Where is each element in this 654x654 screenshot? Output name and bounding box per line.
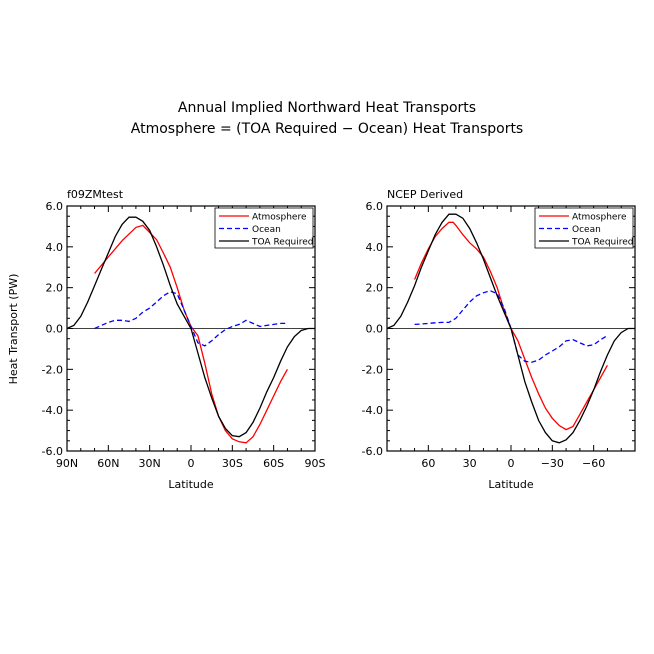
- x-axis-label: Latitude: [168, 478, 214, 491]
- x-tick-label: 30N: [139, 457, 161, 470]
- legend-label: Ocean: [252, 225, 281, 235]
- x-tick-label: 90N: [56, 457, 78, 470]
- legend: Atmosphere Ocean TOA Required: [214, 207, 314, 249]
- legend: Atmosphere Ocean TOA Required: [534, 207, 634, 249]
- y-tick-label: 2.0: [46, 282, 64, 295]
- y-tick-label: -6.0: [42, 445, 63, 458]
- figure-title-line2: Atmosphere = (TOA Required − Ocean) Heat…: [131, 121, 523, 137]
- x-tick-label: 60S: [263, 457, 284, 470]
- panel-label: f09ZMtest: [67, 188, 124, 201]
- y-tick-label: 6.0: [46, 200, 64, 213]
- x-tick-label: 60N: [97, 457, 119, 470]
- x-tick-label: 30S: [222, 457, 243, 470]
- x-tick-label: −60: [582, 457, 605, 470]
- y-tick-label: -2.0: [42, 363, 63, 376]
- y-tick-label: -4.0: [362, 404, 383, 417]
- legend-label: Atmosphere: [252, 213, 307, 223]
- legend-label: TOA Required: [571, 238, 634, 248]
- x-tick-label: 30: [463, 457, 477, 470]
- y-axis-label: Heat Transport (PW): [7, 274, 20, 385]
- y-tick-label: 4.0: [46, 241, 64, 254]
- x-tick-label: 0: [188, 457, 195, 470]
- legend-label: TOA Required: [251, 238, 314, 248]
- y-tick-label: 6.0: [366, 200, 384, 213]
- legend-label: Ocean: [572, 225, 601, 235]
- x-axis-label: Latitude: [488, 478, 534, 491]
- y-tick-label: 0.0: [46, 323, 64, 336]
- series-line-ocean: [94, 291, 288, 347]
- y-tick-label: 4.0: [366, 241, 384, 254]
- x-tick-label: 90S: [305, 457, 326, 470]
- series-line-atmosphere: [94, 224, 288, 444]
- y-tick-label: 0.0: [366, 323, 384, 336]
- y-tick-label: -2.0: [362, 363, 383, 376]
- legend-label: Atmosphere: [572, 213, 627, 223]
- x-tick-label: −30: [541, 457, 564, 470]
- series-line-toa-required: [387, 213, 635, 444]
- y-tick-label: -4.0: [42, 404, 63, 417]
- series-line-toa-required: [67, 216, 315, 438]
- x-tick-label: 60: [421, 457, 435, 470]
- figure-title-line1: Annual Implied Northward Heat Transports: [178, 100, 476, 116]
- x-tick-label: 0: [508, 457, 515, 470]
- y-tick-label: 2.0: [366, 282, 384, 295]
- y-tick-label: -6.0: [362, 445, 383, 458]
- panel-label: NCEP Derived: [387, 188, 463, 201]
